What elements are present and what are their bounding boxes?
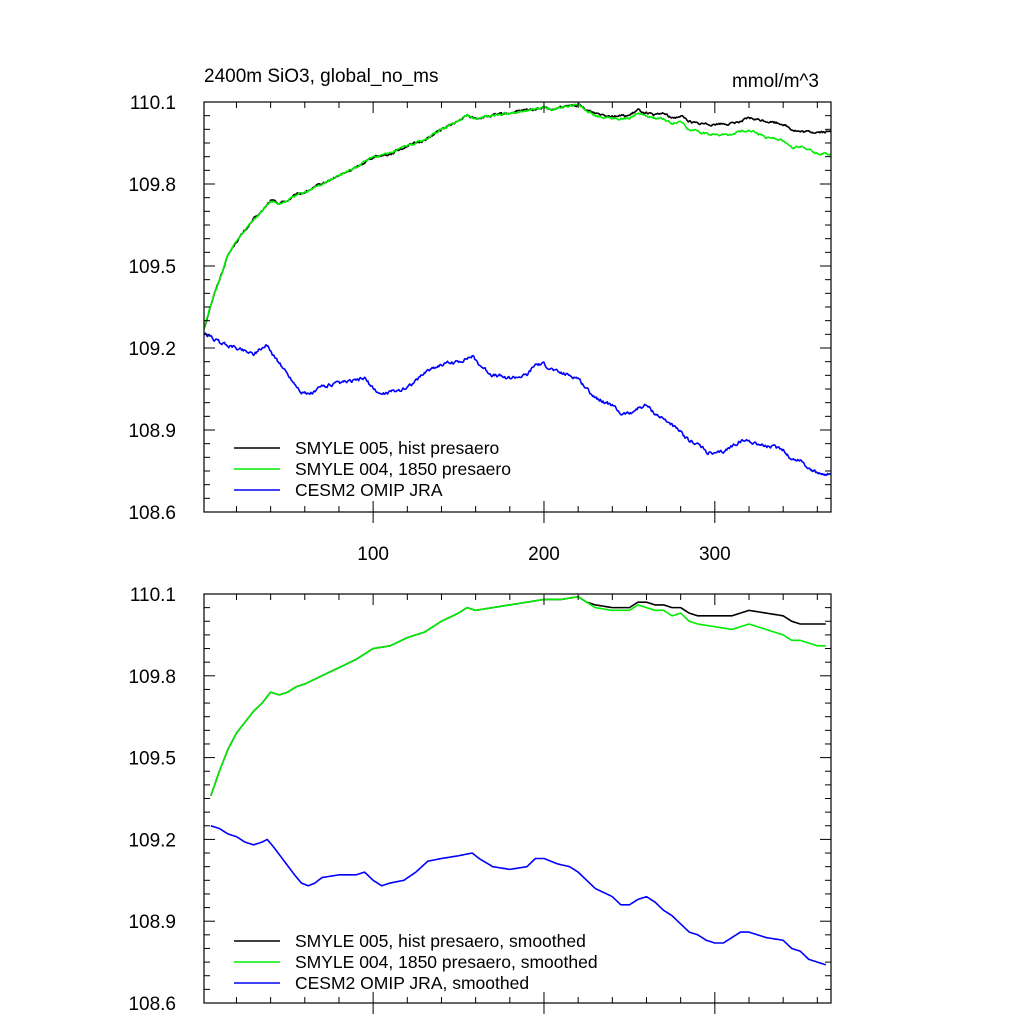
y-tick-label: 109.5 <box>128 749 176 770</box>
legend-label-smyle005: SMYLE 005, hist presaero <box>295 438 499 458</box>
y-tick-label: 109.8 <box>128 667 176 688</box>
legend-label-cesm2-smoothed: CESM2 OMIP JRA, smoothed <box>295 973 529 993</box>
series-line-3 <box>210 825 827 966</box>
series-line-1 <box>204 103 831 330</box>
x-tick-label: 300 <box>699 544 731 565</box>
legend-label-cesm2: CESM2 OMIP JRA <box>295 480 443 500</box>
x-tick-label: 100 <box>357 544 389 565</box>
y-tick-label: 109.2 <box>128 339 176 360</box>
y-tick-label: 110.1 <box>130 585 176 606</box>
x-tick-label: 200 <box>528 544 560 565</box>
legend-top: SMYLE 005, hist presaero SMYLE 004, 1850… <box>234 438 511 500</box>
legend-label-smyle005-smoothed: SMYLE 005, hist presaero, smoothed <box>295 931 586 951</box>
units-label: mmol/m^3 <box>732 71 819 92</box>
y-tick-label: 108.9 <box>128 421 176 442</box>
legend-label-smyle004-smoothed: SMYLE 004, 1850 presaero, smoothed <box>295 952 598 972</box>
y-tick-label: 109.2 <box>128 830 176 851</box>
series-line-3 <box>204 332 831 477</box>
y-tick-label: 110.1 <box>130 93 176 114</box>
chart-title: 2400m SiO3, global_no_ms <box>204 66 438 87</box>
y-tick-label: 108.6 <box>128 503 176 524</box>
legend-label-smyle004: SMYLE 004, 1850 presaero <box>295 459 511 479</box>
y-tick-label: 109.5 <box>128 257 176 278</box>
series-line-2 <box>204 103 831 330</box>
series-line-2 <box>210 595 826 797</box>
legend-bottom: SMYLE 005, hist presaero, smoothed SMYLE… <box>234 931 598 993</box>
series-line-1 <box>210 595 826 797</box>
y-tick-label: 108.9 <box>128 912 176 933</box>
y-tick-label: 109.8 <box>128 175 176 196</box>
plot-panel-2: 108.6 108.9 109.2 109.5 109.8 110.1 <box>128 585 832 1015</box>
y-tick-label: 108.6 <box>128 994 176 1015</box>
plot-panel-1: 108.6 108.9 109.2 109.5 109.8 110.1 100 200 300 <box>128 93 832 565</box>
